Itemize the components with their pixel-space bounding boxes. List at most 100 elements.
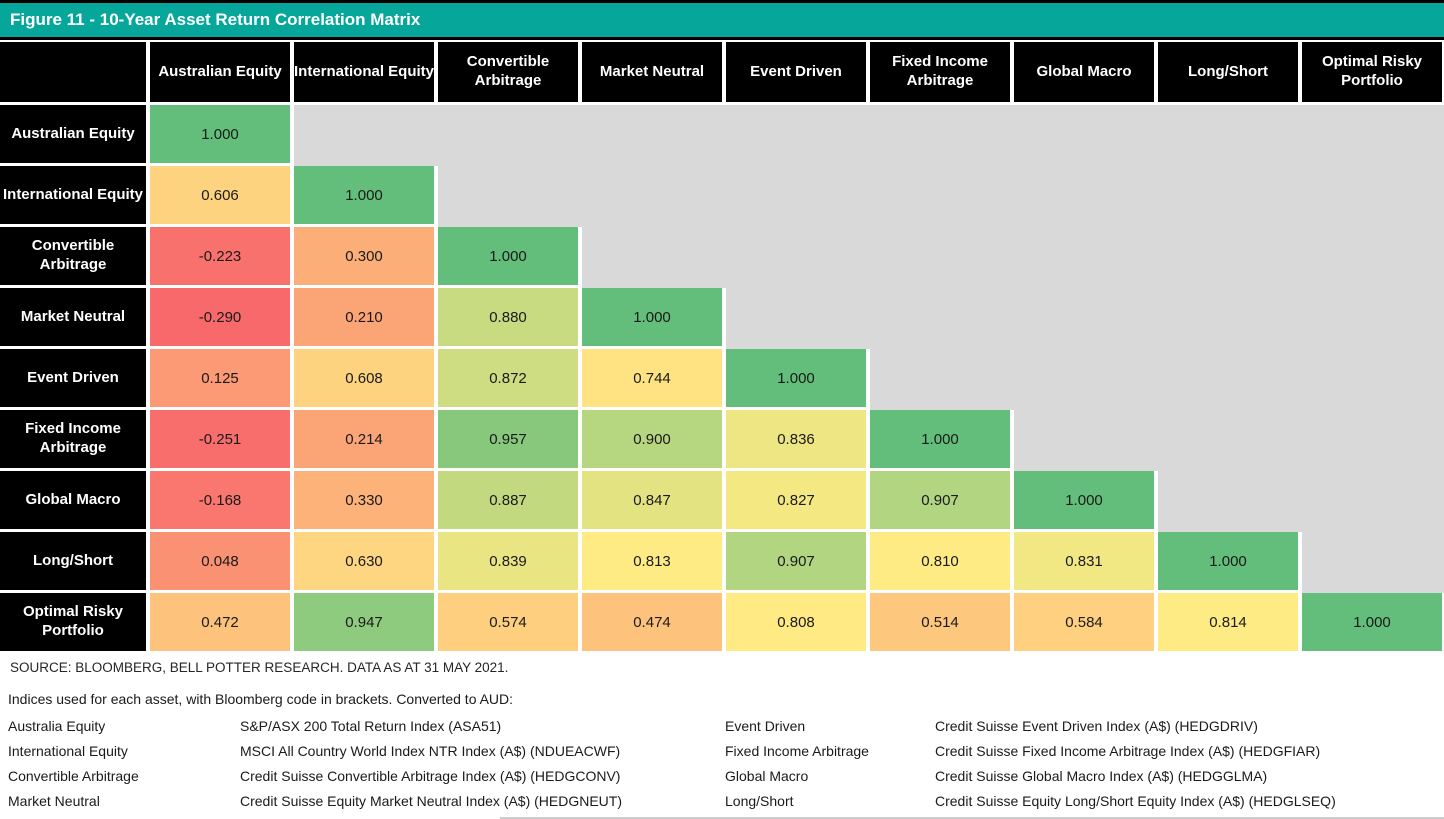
matrix-cell: 1.000 xyxy=(150,105,290,163)
matrix-cell: 0.330 xyxy=(294,471,434,529)
index-asset-name: Australia Equity xyxy=(8,718,106,734)
index-list: Australia Equity S&P/ASX 200 Total Return… xyxy=(0,715,1444,815)
matrix-cell: 0.048 xyxy=(150,532,290,590)
column-header-3: Convertible Arbitrage xyxy=(438,42,578,102)
figure-title-bar: Figure 11 - 10-Year Asset Return Correla… xyxy=(0,0,1444,40)
matrix-cell: 0.900 xyxy=(582,410,722,468)
row-header-6: Fixed Income Arbitrage xyxy=(0,410,146,468)
bottom-crop-line xyxy=(500,817,1444,819)
matrix-cell: 1.000 xyxy=(1158,532,1298,590)
empty-region xyxy=(1302,532,1444,593)
matrix-cell: 0.814 xyxy=(1158,593,1298,651)
matrix-cell: 0.887 xyxy=(438,471,578,529)
matrix-row-9: Optimal Risky Portfolio 0.472 0.947 0.574 0.… xyxy=(0,593,1444,651)
index-asset-name: International Equity xyxy=(8,743,128,759)
column-header-1: Australian Equity xyxy=(150,42,290,102)
matrix-cell: 0.630 xyxy=(294,532,434,590)
matrix-cell: 0.907 xyxy=(726,532,866,590)
matrix-cell: 0.608 xyxy=(294,349,434,407)
empty-region xyxy=(870,349,1444,410)
empty-region xyxy=(438,166,1444,227)
empty-region xyxy=(726,288,1444,349)
empty-region xyxy=(1158,471,1444,532)
index-description: Credit Suisse Convertible Arbitrage Inde… xyxy=(240,768,621,784)
empty-region xyxy=(582,227,1444,288)
matrix-row-2: International Equity 0.606 1.000 xyxy=(0,166,1444,227)
index-asset-name: Fixed Income Arbitrage xyxy=(725,743,869,759)
column-header-4: Market Neutral xyxy=(582,42,722,102)
matrix-cell: 0.907 xyxy=(870,471,1010,529)
matrix-header-row: Australian Equity International Equity Con… xyxy=(0,42,1444,102)
matrix-cell: 0.210 xyxy=(294,288,434,346)
matrix-cell: 0.574 xyxy=(438,593,578,651)
source-note: SOURCE: BLOOMBERG, BELL POTTER RESEARCH.… xyxy=(10,660,509,675)
index-description: Credit Suisse Global Macro Index (A$) (H… xyxy=(935,768,1268,784)
matrix-row-7: Global Macro -0.168 0.330 0.887 0.847 0.827 0.… xyxy=(0,471,1444,532)
matrix-cell: -0.290 xyxy=(150,288,290,346)
matrix-cell: 0.125 xyxy=(150,349,290,407)
index-description: S&P/ASX 200 Total Return Index (ASA51) xyxy=(240,718,502,734)
index-description: Credit Suisse Equity Market Neutral Inde… xyxy=(240,793,622,809)
figure-title: Figure 11 - 10-Year Asset Return Correla… xyxy=(10,10,421,29)
matrix-cell: 0.472 xyxy=(150,593,290,651)
row-header-9: Optimal Risky Portfolio xyxy=(0,593,146,651)
correlation-matrix: Australian Equity International Equity Con… xyxy=(0,42,1444,651)
matrix-cell: 0.880 xyxy=(438,288,578,346)
index-row-4: Market Neutral Credit Suisse Equity Marke… xyxy=(0,790,1444,815)
matrix-cell: 1.000 xyxy=(294,166,434,224)
row-header-5: Event Driven xyxy=(0,349,146,407)
matrix-cell: 1.000 xyxy=(726,349,866,407)
matrix-row-8: Long/Short 0.048 0.630 0.839 0.813 0.907 0.810… xyxy=(0,532,1444,593)
matrix-cell: 0.827 xyxy=(726,471,866,529)
matrix-row-4: Market Neutral -0.290 0.210 0.880 1.000 xyxy=(0,288,1444,349)
matrix-row-5: Event Driven 0.125 0.608 0.872 0.744 1.000 xyxy=(0,349,1444,410)
matrix-cell: 0.957 xyxy=(438,410,578,468)
matrix-cell: 0.847 xyxy=(582,471,722,529)
matrix-cell: 0.514 xyxy=(870,593,1010,651)
index-row-2: International Equity MSCI All Country Wor… xyxy=(0,740,1444,765)
matrix-cell: 0.839 xyxy=(438,532,578,590)
row-header-1: Australian Equity xyxy=(0,105,146,163)
empty-region xyxy=(294,105,1444,166)
column-header-7: Global Macro xyxy=(1014,42,1154,102)
matrix-cell: 0.214 xyxy=(294,410,434,468)
matrix-cell: 0.606 xyxy=(150,166,290,224)
column-header-2: International Equity xyxy=(294,42,434,102)
matrix-cell: 0.810 xyxy=(870,532,1010,590)
row-header-7: Global Macro xyxy=(0,471,146,529)
index-asset-name: Market Neutral xyxy=(8,793,100,809)
column-header-9: Optimal Risky Portfolio xyxy=(1302,42,1442,102)
matrix-cell: 0.300 xyxy=(294,227,434,285)
matrix-cell: 0.813 xyxy=(582,532,722,590)
matrix-row-6: Fixed Income Arbitrage -0.251 0.214 0.957 0.… xyxy=(0,410,1444,471)
index-description: Credit Suisse Event Driven Index (A$) (H… xyxy=(935,718,1258,734)
row-header-3: Convertible Arbitrage xyxy=(0,227,146,285)
index-row-1: Australia Equity S&P/ASX 200 Total Return… xyxy=(0,715,1444,740)
index-description: MSCI All Country World Index NTR Index (… xyxy=(240,743,621,759)
column-header-6: Fixed Income Arbitrage xyxy=(870,42,1010,102)
row-header-8: Long/Short xyxy=(0,532,146,590)
index-asset-name: Event Driven xyxy=(725,718,806,734)
index-asset-name: Global Macro xyxy=(725,768,809,784)
index-asset-name: Long/Short xyxy=(725,793,794,809)
matrix-cell: -0.223 xyxy=(150,227,290,285)
matrix-cell: 0.947 xyxy=(294,593,434,651)
matrix-cell: 1.000 xyxy=(438,227,578,285)
matrix-cell: -0.168 xyxy=(150,471,290,529)
matrix-row-1: Australian Equity 1.000 xyxy=(0,105,1444,166)
indices-intro: Indices used for each asset, with Bloomb… xyxy=(8,691,514,707)
matrix-cell: 0.808 xyxy=(726,593,866,651)
column-header-8: Long/Short xyxy=(1158,42,1298,102)
matrix-row-3: Convertible Arbitrage -0.223 0.300 1.000 xyxy=(0,227,1444,288)
index-asset-name: Convertible Arbitrage xyxy=(8,768,139,784)
matrix-cell: 0.744 xyxy=(582,349,722,407)
matrix-cell: -0.251 xyxy=(150,410,290,468)
matrix-cell: 1.000 xyxy=(870,410,1010,468)
column-header-5: Event Driven xyxy=(726,42,866,102)
matrix-cell: 1.000 xyxy=(582,288,722,346)
matrix-cell: 0.831 xyxy=(1014,532,1154,590)
row-header-4: Market Neutral xyxy=(0,288,146,346)
index-description: Credit Suisse Fixed Income Arbitrage Ind… xyxy=(935,743,1321,759)
matrix-cell: 0.584 xyxy=(1014,593,1154,651)
row-header-2: International Equity xyxy=(0,166,146,224)
